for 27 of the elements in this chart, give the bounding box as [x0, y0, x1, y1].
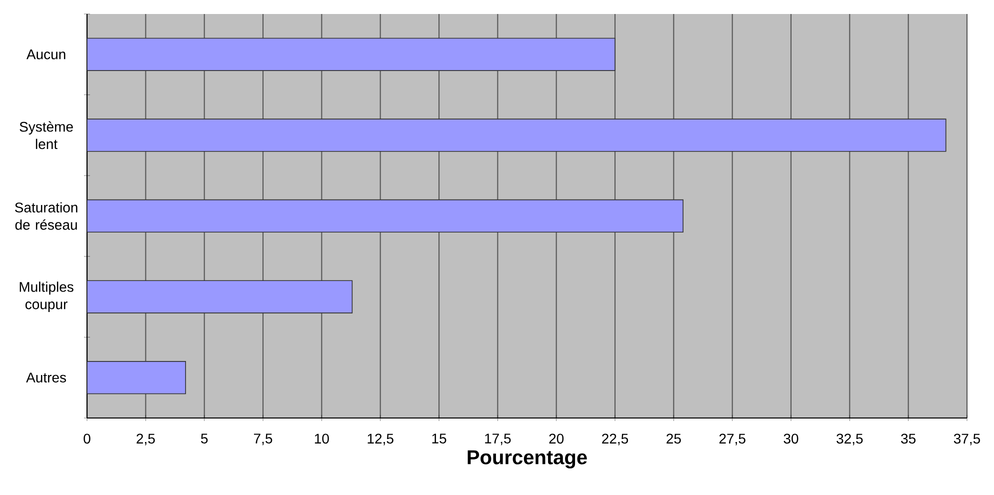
x-tick-label: 37,5	[954, 434, 980, 446]
y-tick-label: Saturation de réseau	[15, 202, 78, 230]
x-tick-label: 30	[784, 434, 798, 444]
y-tick-label: Système lent	[20, 121, 73, 150]
x-tick-label: 10	[314, 434, 329, 444]
bar	[87, 361, 186, 394]
y-tick-label: Autres	[26, 372, 66, 382]
x-axis-title: Pourcentage	[468, 450, 587, 468]
x-tick-label: 5	[201, 434, 208, 444]
x-tick-label: 32,5	[836, 434, 863, 446]
bar	[87, 280, 353, 314]
y-tick-label: Aucun	[26, 50, 66, 60]
bar	[87, 199, 684, 233]
y-tick-label: Multiples coupur	[20, 282, 74, 312]
x-tick-label: 25	[666, 434, 681, 444]
x-tick-label: 20	[549, 434, 564, 444]
x-tick-label: 0	[84, 434, 90, 444]
bar	[87, 118, 946, 152]
x-tick-label: 22,5	[602, 434, 628, 446]
x-tick-label: 12,5	[368, 434, 394, 446]
x-tick-label: 2,5	[136, 434, 155, 446]
x-tick-label: 15	[432, 434, 446, 444]
x-tick-label: 17,5	[485, 434, 511, 446]
x-tick-label: 27,5	[719, 434, 746, 446]
x-tick-label: 35	[901, 434, 916, 444]
bar	[87, 38, 616, 71]
x-tick-label: 7,5	[254, 434, 272, 446]
